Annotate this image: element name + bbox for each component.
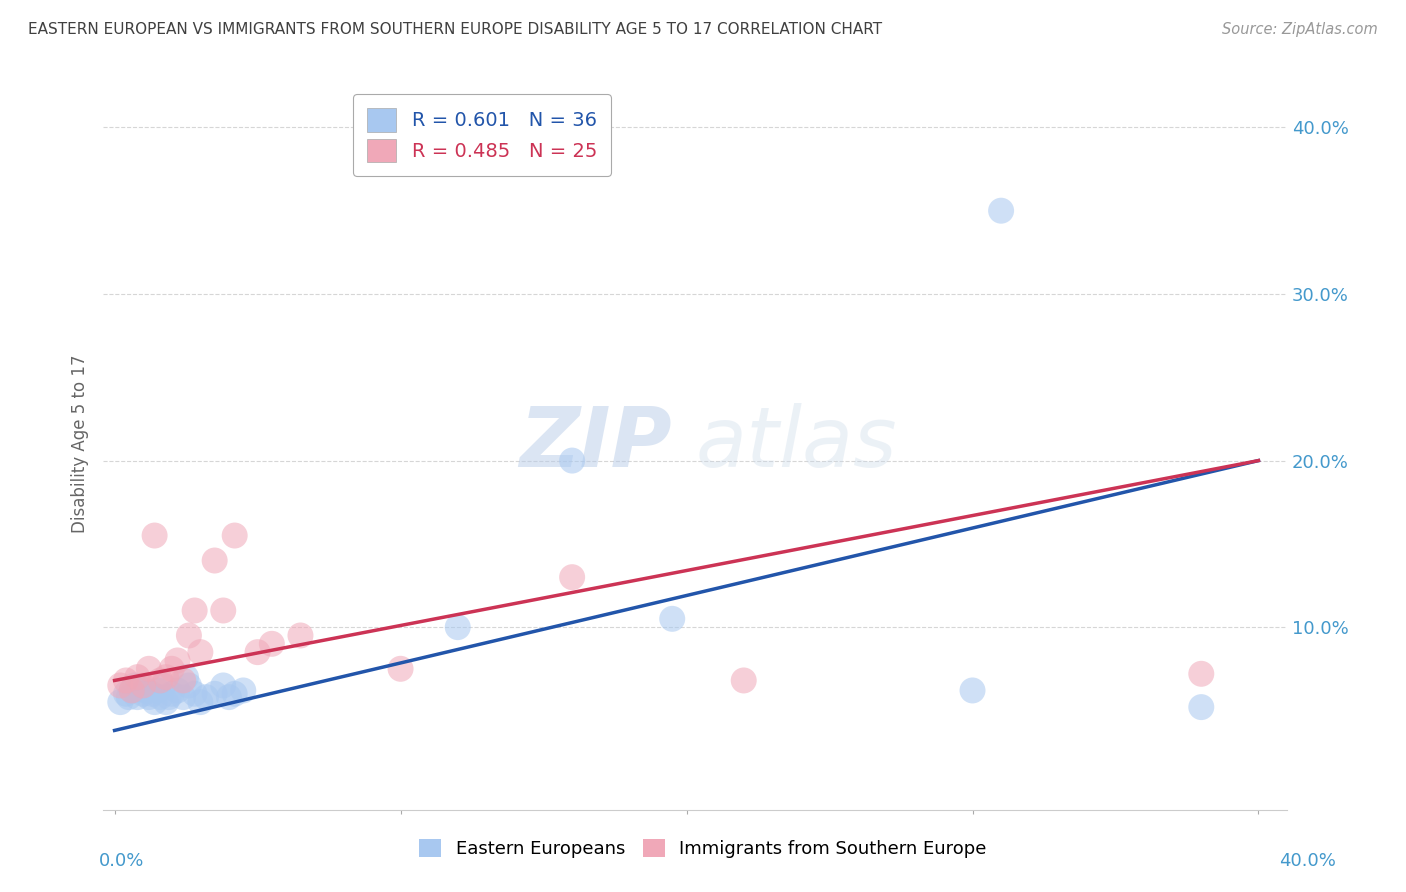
Text: ZIP: ZIP [519,403,672,484]
Text: 0.0%: 0.0% [98,852,143,870]
Point [204,687,226,701]
Point [149,690,172,705]
Point [172,690,194,705]
Point [183,603,205,617]
Point [129,681,152,696]
Legend: R = 0.601   N = 36, R = 0.485   N = 25: R = 0.601 N = 36, R = 0.485 N = 25 [353,95,610,176]
Point [127,670,149,684]
Point [561,453,583,467]
Point [172,673,194,688]
Point [149,673,172,688]
Point [132,678,155,692]
Point [160,687,183,701]
Point [190,695,212,709]
Point [195,690,218,705]
Point [990,203,1012,218]
Point [447,620,470,634]
Point [138,662,160,676]
Point [127,690,149,705]
Point [141,687,163,701]
Point [260,637,283,651]
Point [962,683,984,698]
Point [146,683,169,698]
Point [174,670,197,684]
Point [166,683,188,698]
Legend: Eastern Europeans, Immigrants from Southern Europe: Eastern Europeans, Immigrants from South… [412,831,994,865]
Point [561,570,583,584]
Point [733,673,755,688]
Text: Source: ZipAtlas.com: Source: ZipAtlas.com [1222,22,1378,37]
Point [135,683,157,698]
Point [212,603,235,617]
Point [121,683,143,698]
Point [157,690,180,705]
Point [232,683,254,698]
Point [224,528,246,542]
Point [290,628,312,642]
Point [121,683,143,698]
Text: 40.0%: 40.0% [1279,852,1336,870]
Point [155,670,177,684]
Point [152,678,174,692]
Point [177,628,200,642]
Point [143,695,166,709]
Point [115,687,138,701]
Point [177,678,200,692]
Point [138,690,160,705]
Text: atlas: atlas [695,403,897,484]
Point [155,695,177,709]
Y-axis label: Disability Age 5 to 17: Disability Age 5 to 17 [72,355,89,533]
Point [212,678,235,692]
Point [143,528,166,542]
Point [1189,700,1212,714]
Point [1189,666,1212,681]
Text: EASTERN EUROPEAN VS IMMIGRANTS FROM SOUTHERN EUROPE DISABILITY AGE 5 TO 17 CORRE: EASTERN EUROPEAN VS IMMIGRANTS FROM SOUT… [28,22,882,37]
Point [389,662,412,676]
Point [218,690,240,705]
Point [110,678,132,692]
Point [160,662,183,676]
Point [166,653,188,667]
Point [110,695,132,709]
Point [190,645,212,659]
Point [661,612,683,626]
Point [183,687,205,701]
Point [246,645,269,659]
Point [118,690,141,705]
Point [115,673,138,688]
Point [224,687,246,701]
Point [132,687,155,701]
Point [124,678,146,692]
Point [204,553,226,567]
